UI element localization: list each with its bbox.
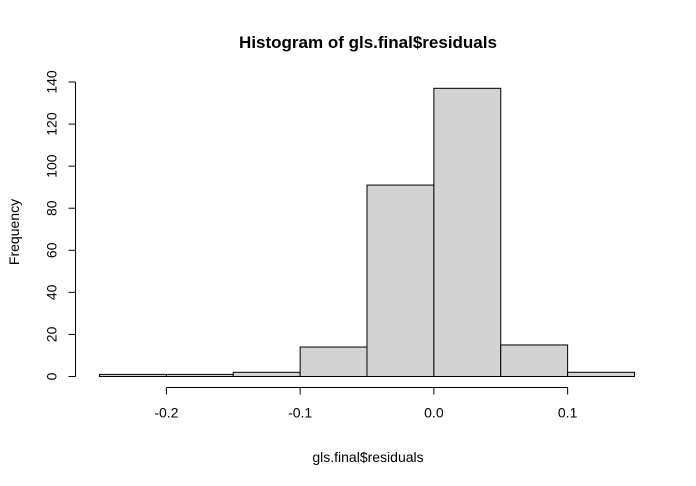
y-tick-label: 140 [44, 70, 60, 94]
histogram-bar [567, 371, 636, 378]
histogram-bar [366, 184, 435, 377]
x-tick-label: -0.1 [288, 405, 312, 421]
x-tick-label: 0.1 [558, 405, 578, 421]
histogram-bar [500, 344, 569, 378]
y-tick-label: 120 [44, 112, 60, 136]
y-tick-label: 60 [44, 242, 60, 258]
y-tick-label: 100 [44, 154, 60, 178]
x-axis: -0.2 -0.1 0.0 0.1 [154, 387, 578, 421]
histogram-bar [232, 371, 301, 378]
bars-group [99, 87, 636, 378]
chart-title: Histogram of gls.final$residuals [239, 33, 497, 52]
y-tick-label: 20 [44, 326, 60, 342]
y-tick-label: 0 [44, 372, 60, 380]
x-axis-label: gls.final$residuals [312, 449, 423, 465]
histogram-bar [433, 87, 502, 377]
x-tick-label: -0.2 [154, 405, 178, 421]
histogram-bar [165, 373, 234, 377]
y-tick-label: 40 [44, 284, 60, 300]
y-axis: 0 20 40 60 80 100 120 140 [44, 70, 76, 380]
x-tick-label: 0.0 [424, 405, 444, 421]
y-axis-label: Frequency [6, 199, 22, 265]
histogram-bar [99, 373, 167, 377]
y-tick-label: 80 [44, 200, 60, 216]
histogram-bar [299, 346, 368, 377]
